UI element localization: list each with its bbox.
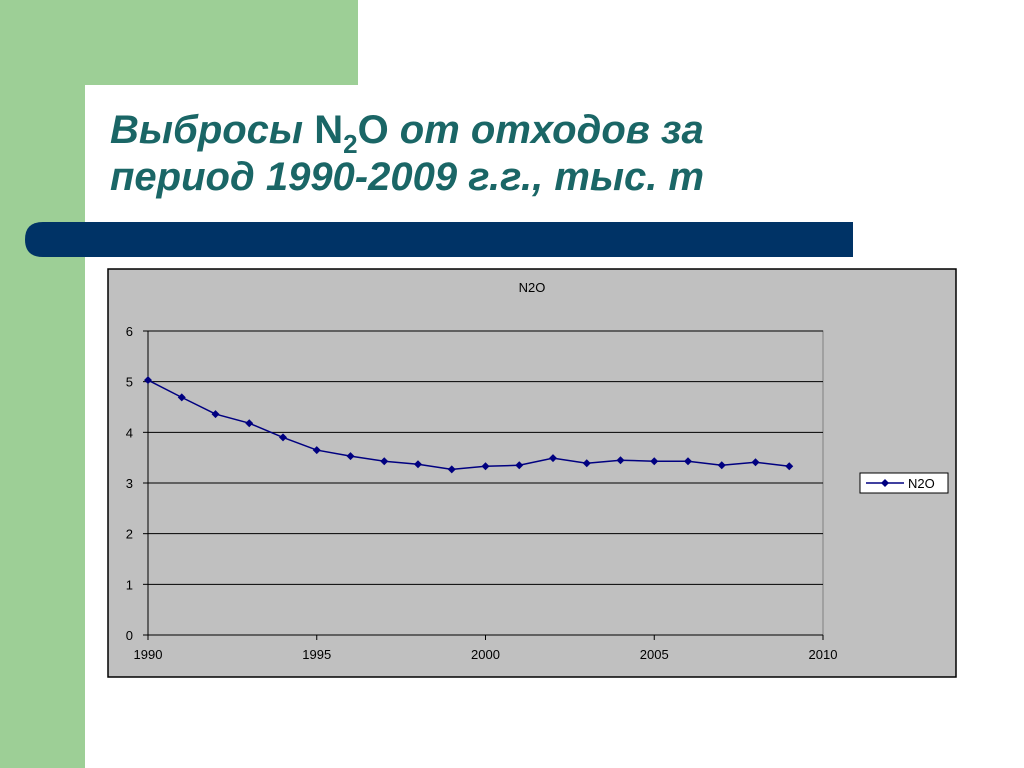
data-point <box>279 433 287 442</box>
x-tick-label: 2010 <box>809 647 838 662</box>
data-point <box>245 419 254 428</box>
x-tick-label: 1990 <box>134 647 163 662</box>
chart-title: N2O <box>519 280 546 295</box>
x-tick-label: 1995 <box>302 647 331 662</box>
x-tick-label: 2005 <box>640 647 669 662</box>
data-point <box>144 376 152 385</box>
title-part: Выбросы <box>110 108 314 152</box>
data-point <box>515 461 524 470</box>
data-point <box>414 460 422 469</box>
data-point <box>751 458 760 467</box>
data-point <box>211 410 220 419</box>
series-line <box>147 379 790 471</box>
y-tick-label: 0 <box>126 628 133 643</box>
legend-label: N2O <box>908 476 935 491</box>
y-tick-label: 1 <box>126 577 133 592</box>
title-part: O <box>358 108 389 152</box>
y-tick-label: 5 <box>126 375 133 390</box>
y-tick-label: 6 <box>126 324 133 339</box>
data-point <box>785 462 794 471</box>
y-tick-label: 4 <box>126 425 133 440</box>
data-point <box>717 461 726 470</box>
data-point <box>380 457 389 466</box>
top-band <box>0 0 358 85</box>
x-tick-label: 2000 <box>471 647 500 662</box>
title-rule <box>25 222 853 257</box>
data-point <box>481 462 490 471</box>
data-point <box>447 465 456 474</box>
data-point <box>650 457 659 466</box>
title-subscript: 2 <box>343 129 357 159</box>
data-point <box>684 457 692 466</box>
slide-title: Выбросы N2O от отходов за <box>110 108 704 159</box>
y-tick-label: 2 <box>126 527 133 542</box>
slide-title-line2: период 1990-2009 г.г., тыс. т <box>110 155 704 199</box>
data-point <box>616 456 625 465</box>
legend-marker <box>881 479 889 487</box>
side-band <box>0 0 85 768</box>
data-point <box>582 459 591 468</box>
title-part: N <box>314 108 343 152</box>
data-point <box>177 393 186 402</box>
data-point <box>549 454 557 463</box>
data-point <box>346 452 355 461</box>
title-part: от отходов за <box>389 108 704 152</box>
data-point <box>312 446 321 455</box>
y-tick-label: 3 <box>126 476 133 491</box>
